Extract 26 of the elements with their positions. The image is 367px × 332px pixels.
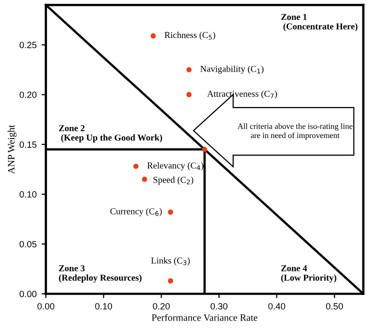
y-tick-label: 0.05 <box>20 240 36 248</box>
x-tick-label: 0.20 <box>152 303 170 310</box>
annotation: Currency (C$_{6}$) <box>110 208 162 216</box>
annotation: Zone 1 (Concentrate Here) <box>281 14 358 32</box>
x-tick-label: 0.30 <box>210 303 228 310</box>
x-tick-label: 0.50 <box>326 303 343 310</box>
annotation: Relevancy (C$_{4}$) <box>147 162 204 170</box>
x-tick-label: 0.40 <box>268 303 286 310</box>
annotation: Zone 3 (Redeploy Resources) <box>58 265 142 283</box>
annotation: Navigability (C$_{1}$) <box>200 66 264 74</box>
x-tick-label: 0.00 <box>37 303 54 310</box>
annotation: Attractiveness (C$_{7}$) <box>207 90 277 99</box>
y-tick-label: 0.00 <box>20 290 36 298</box>
annotation: Zone 2 (Keep Up the Good Work) <box>59 125 162 142</box>
y-tick-label: 0.20 <box>20 92 36 98</box>
annotation: Links (C$_{3}$) <box>151 257 190 266</box>
y-tick-label: 0.15 <box>20 141 36 148</box>
y-tick-label: 0.25 <box>20 42 36 48</box>
y-tick-label: 0.10 <box>20 191 36 198</box>
annotation: Speed (C$_{2}$) <box>154 176 194 185</box>
annotation: Zone 4 (Low Priority) <box>281 265 336 283</box>
annotation: Richness (C$_{5}$) <box>164 32 216 40</box>
annotation: All criteria above the iso-rating line are in need of improvement <box>238 123 352 140</box>
x-tick-label: 0.10 <box>95 303 112 310</box>
x-axis-title: Performance Variance Rate <box>152 314 258 321</box>
y-axis-title: ANP Weight <box>8 124 16 174</box>
